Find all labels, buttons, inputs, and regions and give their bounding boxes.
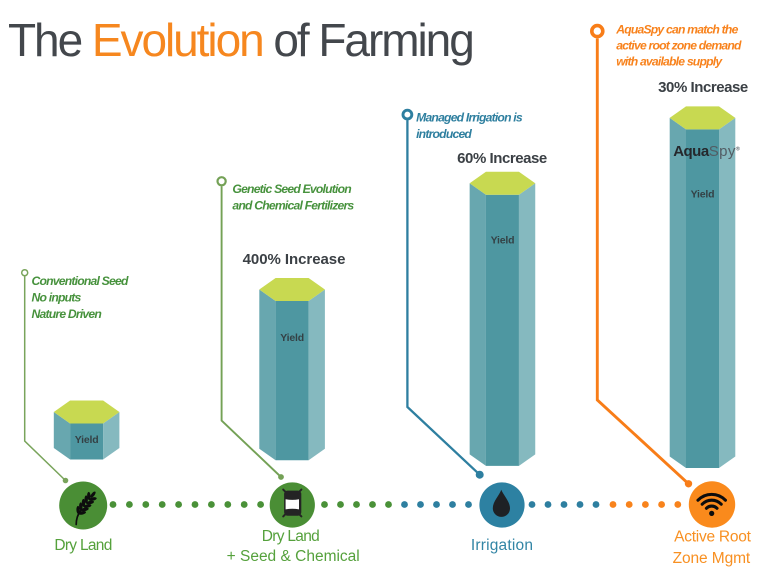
svg-text:Yield: Yield bbox=[75, 434, 99, 446]
svg-text:The Evolution of Farming: The Evolution of Farming bbox=[8, 14, 473, 66]
svg-text:Zone Mgmt: Zone Mgmt bbox=[673, 550, 751, 567]
svg-text:and Chemical Fertilizers: and Chemical Fertilizers bbox=[232, 198, 354, 212]
svg-text:No inputs: No inputs bbox=[32, 291, 82, 305]
svg-text:400% Increase: 400% Increase bbox=[243, 251, 346, 268]
svg-text:active root zone demand: active root zone demand bbox=[616, 39, 742, 53]
svg-text:30% Increase: 30% Increase bbox=[658, 79, 748, 96]
svg-text:AquaSpy can match the: AquaSpy can match the bbox=[615, 22, 738, 36]
svg-text:Nature Driven: Nature Driven bbox=[32, 307, 102, 321]
svg-text:Yield: Yield bbox=[491, 235, 515, 247]
svg-text:introduced: introduced bbox=[416, 127, 472, 141]
svg-text:AquaSpy®: AquaSpy® bbox=[673, 143, 740, 160]
svg-text:Irrigation: Irrigation bbox=[471, 537, 533, 554]
svg-text:Conventional Seed: Conventional Seed bbox=[32, 274, 129, 288]
svg-text:Genetic Seed Evolution: Genetic Seed Evolution bbox=[232, 182, 351, 196]
svg-text:Dry Land: Dry Land bbox=[54, 537, 111, 554]
svg-text:Active Root: Active Root bbox=[674, 529, 751, 546]
svg-text:with available supply: with available supply bbox=[616, 55, 723, 69]
svg-text:Managed Irrigation is: Managed Irrigation is bbox=[416, 111, 523, 125]
svg-text:Yield: Yield bbox=[691, 188, 715, 200]
svg-text:60% Increase: 60% Increase bbox=[457, 150, 547, 167]
svg-text:+ Seed & Chemical: + Seed & Chemical bbox=[227, 548, 360, 565]
svg-text:Dry Land: Dry Land bbox=[262, 528, 319, 545]
svg-text:Yield: Yield bbox=[280, 332, 304, 344]
